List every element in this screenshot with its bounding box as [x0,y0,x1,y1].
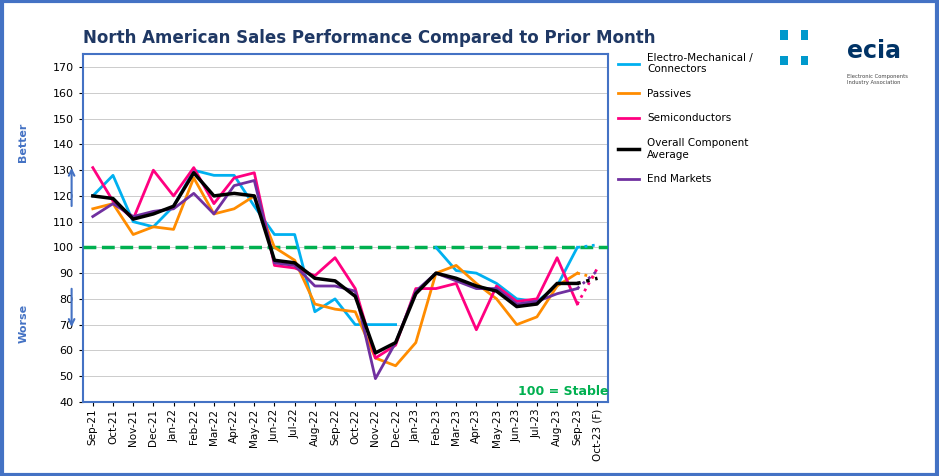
Text: Electronic Components
Industry Association: Electronic Components Industry Associati… [847,74,908,85]
Legend: Electro-Mechanical /
Connectors, Passives, Semiconductors, Overall Component
Ave: Electro-Mechanical / Connectors, Passive… [618,53,753,184]
Bar [801,30,808,40]
Text: 100 = Stable: 100 = Stable [518,385,608,398]
Bar [780,30,788,40]
Bar [780,56,788,65]
Text: Worse: Worse [19,304,28,343]
Bar [797,49,814,69]
Bar [777,49,793,69]
Bar [797,23,814,44]
Bar [801,56,808,65]
Bar [777,23,793,44]
Text: Better: Better [19,123,28,162]
Text: North American Sales Performance Compared to Prior Month: North American Sales Performance Compare… [83,30,655,47]
Text: ecia: ecia [847,39,901,63]
